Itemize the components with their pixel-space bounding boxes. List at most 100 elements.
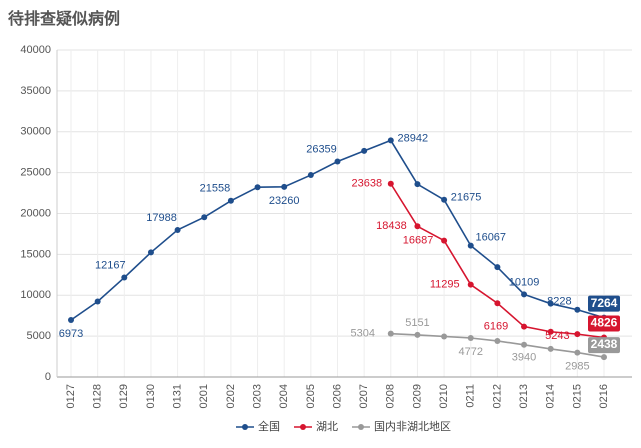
data-point [521, 323, 528, 330]
end-label: 2438 [591, 337, 618, 351]
legend-dot [242, 424, 248, 430]
data-point [547, 300, 554, 307]
data-point [414, 331, 421, 338]
data-point [254, 184, 261, 191]
data-point [521, 341, 528, 348]
y-tick-label: 5000 [27, 330, 51, 342]
legend-label: 全国 [258, 419, 280, 433]
data-point [467, 242, 474, 249]
data-point [441, 237, 448, 244]
data-point [521, 291, 528, 298]
legend-label: 湖北 [316, 420, 338, 433]
x-tick-label: 0208 [385, 384, 397, 408]
x-tick-label: 0201 [198, 384, 210, 408]
x-tick-label: 0209 [411, 384, 423, 408]
x-tick-label: 0214 [545, 384, 557, 408]
data-point [441, 196, 448, 203]
data-label: 3940 [512, 352, 536, 364]
data-label: 21675 [451, 192, 482, 204]
y-tick-label: 20000 [20, 207, 51, 219]
data-point [387, 330, 394, 337]
data-label: 5151 [405, 317, 429, 329]
y-tick-label: 40000 [20, 44, 51, 56]
data-point [547, 328, 554, 335]
data-point [121, 274, 128, 281]
x-tick-label: 0127 [65, 384, 77, 408]
data-point [574, 349, 581, 356]
data-point [387, 137, 394, 144]
data-point [147, 249, 154, 256]
x-tick-label: 0215 [571, 384, 583, 408]
data-point [574, 331, 581, 338]
x-tick-label: 0203 [251, 384, 263, 408]
x-tick-label: 0204 [278, 384, 290, 408]
data-point [441, 333, 448, 340]
data-label: 4772 [459, 346, 483, 358]
y-tick-label: 10000 [20, 289, 51, 301]
data-point [281, 183, 288, 190]
end-label: 7264 [591, 296, 618, 310]
legend-dot [358, 424, 364, 430]
chart-title: 待排查疑似病例 [8, 9, 120, 28]
x-tick-label: 0129 [118, 384, 130, 408]
x-tick-label: 0210 [438, 384, 450, 408]
data-point [227, 197, 234, 204]
end-label-box [588, 337, 620, 354]
x-tick-label: 0205 [305, 384, 317, 408]
data-label: 8228 [547, 296, 571, 308]
data-point [414, 223, 421, 230]
data-label: 5243 [545, 330, 569, 342]
y-tick-label: 25000 [20, 167, 51, 179]
data-point [361, 147, 368, 154]
data-point [201, 214, 208, 221]
legend-label: 国内非湖北地区 [374, 419, 451, 433]
data-point [494, 300, 501, 307]
x-tick-label: 0131 [172, 384, 184, 408]
data-label: 26359 [306, 143, 337, 155]
y-tick-label: 30000 [20, 126, 51, 138]
data-label: 16067 [475, 232, 506, 244]
end-label-box [588, 315, 620, 332]
data-label: 6973 [59, 328, 83, 340]
x-tick-label: 0207 [358, 384, 370, 408]
data-point [601, 354, 607, 361]
data-point [574, 306, 581, 313]
data-point [174, 226, 181, 233]
data-label: 23260 [269, 195, 300, 207]
end-label-box [588, 295, 620, 312]
data-point [494, 337, 501, 344]
data-point [94, 298, 101, 305]
data-label: 6169 [484, 320, 508, 332]
x-tick-label: 0130 [145, 384, 157, 408]
data-point [494, 264, 501, 271]
data-label: 28942 [398, 132, 429, 144]
data-point [307, 172, 314, 179]
data-label: 16687 [403, 234, 434, 246]
data-label: 11295 [430, 279, 460, 291]
data-point [467, 281, 474, 288]
x-tick-label: 0202 [225, 384, 237, 408]
x-tick-label: 0216 [598, 384, 610, 408]
data-point [334, 158, 341, 165]
x-tick-label: 0213 [518, 384, 530, 408]
data-point [547, 345, 554, 352]
x-tick-label: 0211 [465, 384, 477, 408]
x-tick-label: 0206 [331, 384, 343, 408]
data-point [414, 181, 421, 188]
data-label: 21558 [200, 183, 231, 195]
x-tick-label: 0128 [92, 384, 104, 408]
data-point [68, 316, 74, 323]
y-tick-label: 35000 [20, 85, 51, 97]
data-label: 23638 [352, 178, 383, 190]
data-point [467, 334, 474, 341]
data-label: 18438 [376, 220, 407, 232]
x-tick-label: 0212 [491, 384, 503, 408]
end-label: 4826 [591, 316, 618, 330]
data-label: 12167 [95, 259, 126, 271]
data-label: 17988 [146, 212, 177, 224]
data-label: 10109 [509, 276, 540, 288]
data-label: 2985 [565, 361, 589, 373]
y-tick-label: 0 [45, 371, 51, 383]
data-label: 5304 [351, 328, 375, 340]
